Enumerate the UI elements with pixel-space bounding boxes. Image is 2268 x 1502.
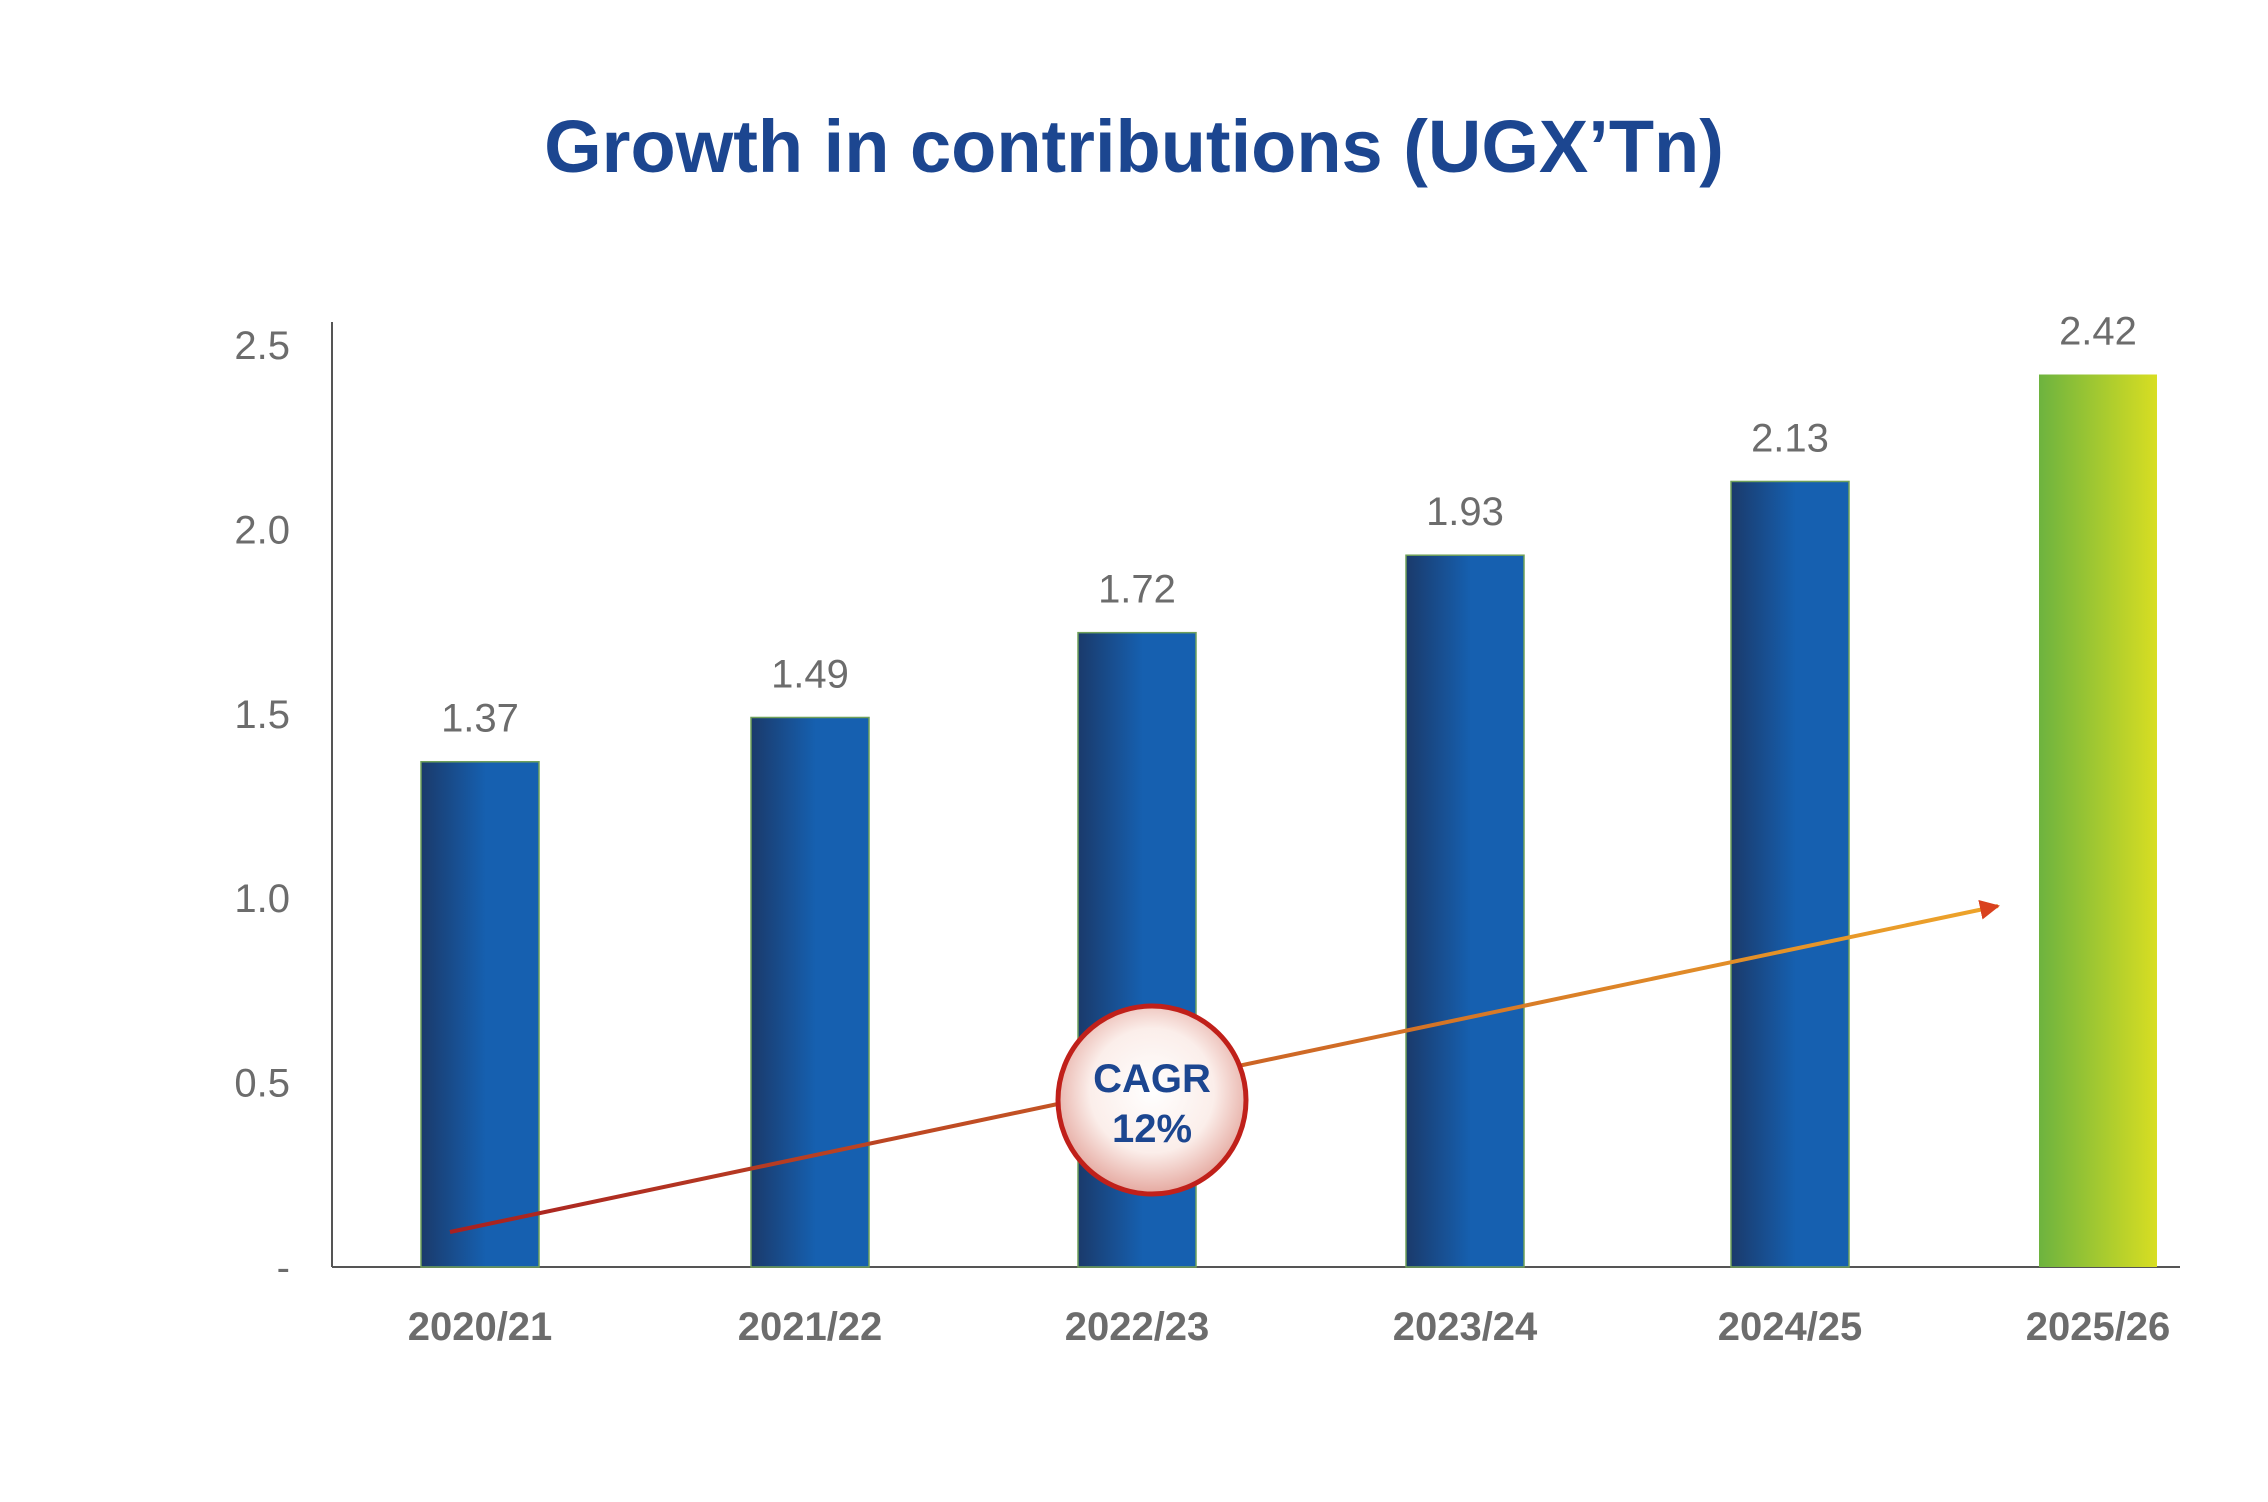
cagr-badge-value: 12%	[1112, 1107, 1192, 1151]
bar-value-label: 1.72	[1098, 568, 1176, 612]
bar-value-label: 1.93	[1426, 490, 1504, 534]
bar	[1730, 480, 1850, 1268]
y-tick-label: 2.5	[234, 324, 290, 368]
bar-value-label: 1.37	[441, 697, 519, 741]
x-category-label: 2024/25	[1718, 1305, 1863, 1349]
bar	[750, 716, 870, 1268]
bar-highlight	[2039, 374, 2157, 1267]
y-tick-label: 1.5	[234, 693, 290, 737]
x-category-label: 2022/23	[1065, 1305, 1210, 1349]
y-tick-label: -	[277, 1246, 290, 1290]
data-labels: 1.37 1.49 1.72 1.93 2.13 2.42	[441, 310, 2137, 741]
x-category-label: 2025/26	[2026, 1305, 2171, 1349]
x-category-label: 2020/21	[408, 1305, 553, 1349]
y-tick-label: 0.5	[234, 1062, 290, 1106]
cagr-badge	[1055, 1003, 1249, 1197]
bar-value-label: 1.49	[771, 652, 849, 696]
bar	[1405, 554, 1525, 1268]
cagr-annotation: CAGR 12%	[449, 899, 2000, 1234]
x-category-label: 2021/22	[738, 1305, 883, 1349]
chart-title: Growth in contributions (UGX’Tn)	[544, 105, 1724, 188]
y-tick-label: 1.0	[234, 877, 290, 921]
y-tick-label: 2.0	[234, 508, 290, 552]
bar	[420, 760, 540, 1268]
cagr-badge-label: CAGR	[1093, 1057, 1211, 1101]
x-category-label: 2023/24	[1393, 1305, 1538, 1349]
bars	[420, 374, 2157, 1268]
bar-value-label: 2.13	[1751, 416, 1829, 460]
axes: - 0.5 1.0 1.5 2.0 2.5 2020/21 2021/22 2022/23 202…	[234, 322, 2180, 1349]
bar-value-label: 2.42	[2059, 310, 2137, 354]
